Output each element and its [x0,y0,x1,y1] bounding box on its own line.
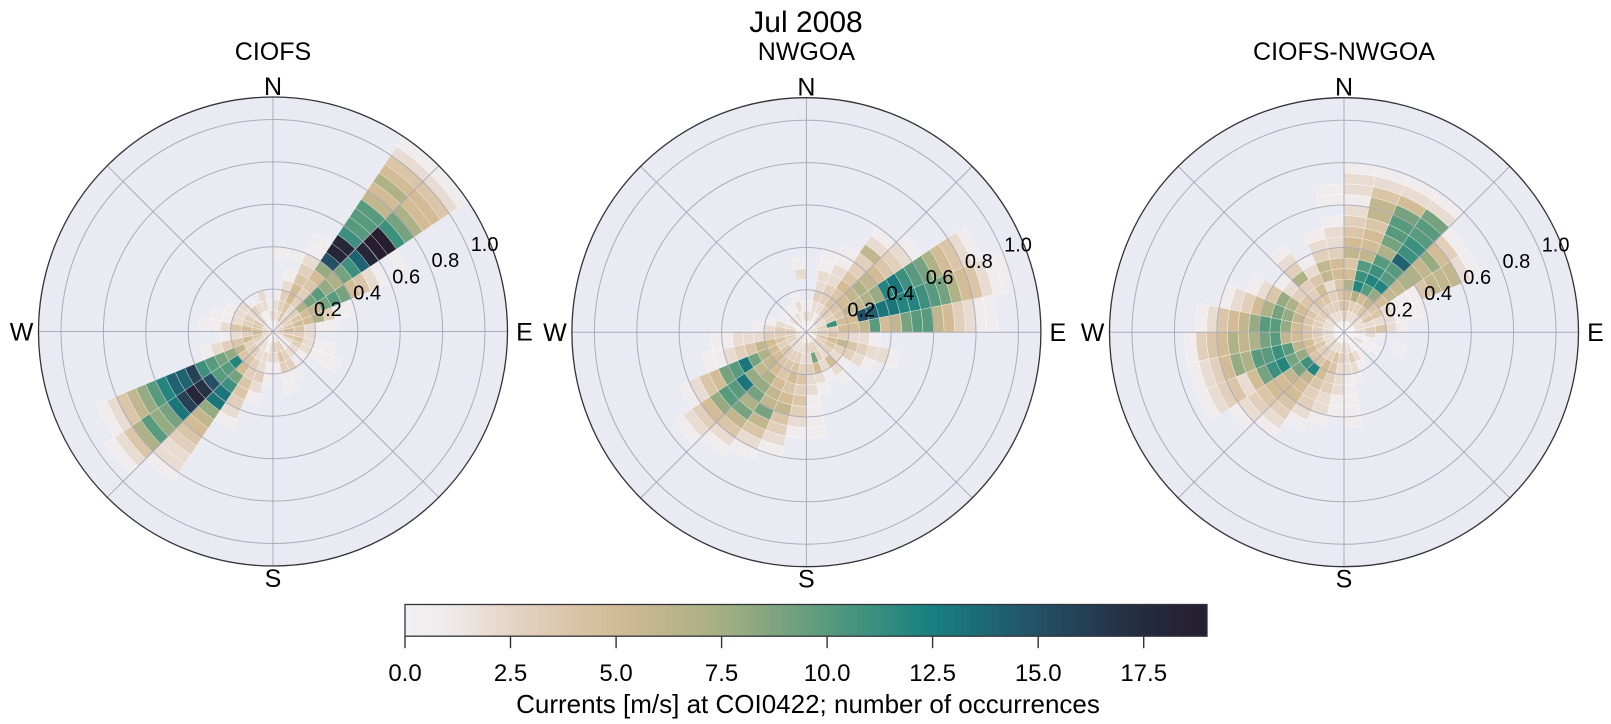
svg-text:15.0: 15.0 [1015,660,1062,687]
svg-text:0.4: 0.4 [1424,283,1452,305]
svg-text:12.5: 12.5 [909,660,956,687]
svg-text:Jul 2008: Jul 2008 [749,6,862,39]
svg-text:0.6: 0.6 [926,267,954,289]
svg-text:CIOFS-NWGOA: CIOFS-NWGOA [1253,38,1435,66]
svg-text:2.5: 2.5 [494,660,527,687]
svg-text:N: N [1335,74,1353,102]
svg-text:E: E [1050,319,1067,347]
svg-text:7.5: 7.5 [705,660,738,687]
svg-text:1.0: 1.0 [1542,235,1570,257]
svg-text:W: W [10,319,34,347]
svg-text:0.2: 0.2 [314,299,342,321]
svg-text:0.8: 0.8 [965,251,993,273]
svg-text:0.4: 0.4 [353,283,381,305]
svg-text:5.0: 5.0 [599,660,632,687]
svg-text:0.8: 0.8 [431,250,459,272]
svg-text:1.0: 1.0 [471,234,499,256]
svg-text:W: W [543,319,567,347]
svg-text:0.8: 0.8 [1502,251,1530,273]
svg-text:S: S [1336,566,1353,594]
svg-text:0.6: 0.6 [1463,267,1491,289]
svg-text:CIOFS: CIOFS [235,38,311,66]
svg-text:1.0: 1.0 [1004,235,1032,257]
svg-text:E: E [1587,319,1604,347]
svg-text:N: N [264,73,282,101]
svg-text:17.5: 17.5 [1120,660,1167,687]
svg-text:NWGOA: NWGOA [758,38,856,66]
svg-text:S: S [265,565,282,593]
svg-text:0.2: 0.2 [847,300,875,322]
svg-text:0.6: 0.6 [392,266,420,288]
svg-text:N: N [797,74,815,102]
svg-text:S: S [798,566,815,594]
svg-text:0.0: 0.0 [388,660,421,687]
svg-text:0.2: 0.2 [1385,300,1413,322]
svg-text:E: E [516,319,533,347]
svg-text:10.0: 10.0 [804,660,851,687]
svg-text:Currents [m/s] at COI0422; num: Currents [m/s] at COI0422; number of occ… [516,689,1100,719]
svg-text:0.4: 0.4 [887,283,915,305]
svg-text:W: W [1081,319,1105,347]
